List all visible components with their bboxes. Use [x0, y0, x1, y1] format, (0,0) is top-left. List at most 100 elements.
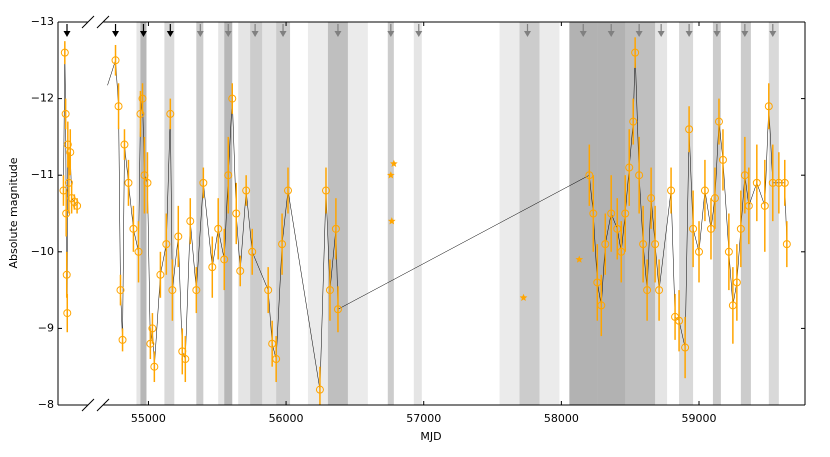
point	[321, 186, 330, 195]
point	[283, 186, 292, 195]
connector	[160, 244, 167, 275]
upper-limit-arrow	[741, 24, 749, 37]
point	[214, 224, 223, 233]
point	[724, 247, 733, 256]
connector	[190, 221, 197, 291]
point	[136, 109, 145, 118]
shaded-region	[740, 22, 751, 405]
point	[700, 186, 709, 195]
connector	[287, 190, 321, 390]
connector	[203, 182, 213, 268]
point	[120, 140, 129, 149]
upper-limit-arrow	[279, 24, 287, 37]
point	[66, 148, 75, 157]
point	[782, 240, 791, 249]
panel	[59, 41, 82, 333]
star-point	[575, 255, 584, 263]
shaded-region	[136, 22, 147, 405]
shaded-region	[347, 22, 368, 405]
point	[156, 270, 165, 279]
shaded-region	[768, 22, 779, 405]
arrow-head	[685, 31, 693, 37]
point	[138, 94, 147, 103]
arrow-head	[112, 31, 120, 37]
point	[236, 266, 245, 275]
connector	[319, 190, 327, 390]
point	[695, 247, 704, 256]
y-tick-label: −12	[31, 92, 54, 105]
shaded-region	[218, 22, 233, 405]
point	[621, 209, 630, 218]
shaded-region	[712, 22, 721, 405]
point	[192, 286, 201, 295]
point	[589, 209, 598, 218]
upper-limit-arrow	[657, 24, 665, 37]
point	[116, 286, 125, 295]
point	[331, 224, 340, 233]
star-point	[387, 171, 395, 179]
point	[780, 178, 789, 187]
upper-limit-arrow	[685, 24, 693, 37]
connector	[610, 213, 618, 229]
point	[62, 209, 71, 218]
connector	[275, 244, 283, 360]
point	[62, 270, 71, 279]
point	[162, 240, 171, 249]
shaded-region	[499, 22, 520, 405]
point	[774, 178, 783, 187]
upper-limit-arrow	[387, 24, 395, 37]
point	[629, 117, 638, 126]
point	[64, 178, 73, 187]
connector	[172, 236, 179, 291]
connector	[684, 129, 690, 348]
arrow-head	[713, 31, 721, 37]
point	[278, 240, 287, 249]
y-tick-label: −8	[38, 398, 54, 411]
point	[325, 286, 334, 295]
point	[73, 201, 82, 210]
point	[63, 309, 72, 318]
point	[61, 109, 70, 118]
point	[643, 286, 652, 295]
connector	[107, 60, 116, 86]
point	[639, 240, 648, 249]
panel	[107, 22, 791, 405]
point	[597, 301, 606, 310]
point	[710, 194, 719, 203]
connector	[118, 106, 121, 291]
upper-limit-arrow	[635, 24, 643, 37]
point	[150, 362, 159, 371]
connector	[281, 190, 289, 245]
x-tick-label: 56000	[269, 412, 304, 425]
x-tick-label: 55000	[131, 412, 166, 425]
point	[228, 94, 237, 103]
shaded-region	[262, 22, 277, 405]
upper-limit-arrow	[415, 24, 423, 37]
connector	[217, 228, 225, 260]
upper-limit-arrow	[769, 24, 777, 37]
arrow-head	[224, 31, 232, 37]
connector	[748, 182, 758, 206]
axis-break	[81, 398, 95, 412]
point	[601, 240, 610, 249]
upper-limit-arrow	[524, 24, 532, 37]
point	[63, 140, 72, 149]
shaded-region	[625, 22, 656, 405]
point	[675, 316, 684, 325]
point	[635, 171, 644, 180]
arrow-head	[741, 31, 749, 37]
point	[764, 102, 773, 111]
x-tick-label: 57000	[406, 412, 441, 425]
connector	[245, 190, 253, 252]
arrow-head	[387, 31, 395, 37]
point	[232, 209, 241, 218]
point	[631, 48, 640, 57]
upper-limit-arrow	[334, 24, 342, 37]
point	[208, 263, 217, 272]
point	[752, 178, 761, 187]
upper-limit-arrow	[139, 24, 147, 37]
star-point	[519, 293, 528, 301]
point	[224, 171, 233, 180]
point	[148, 324, 157, 333]
